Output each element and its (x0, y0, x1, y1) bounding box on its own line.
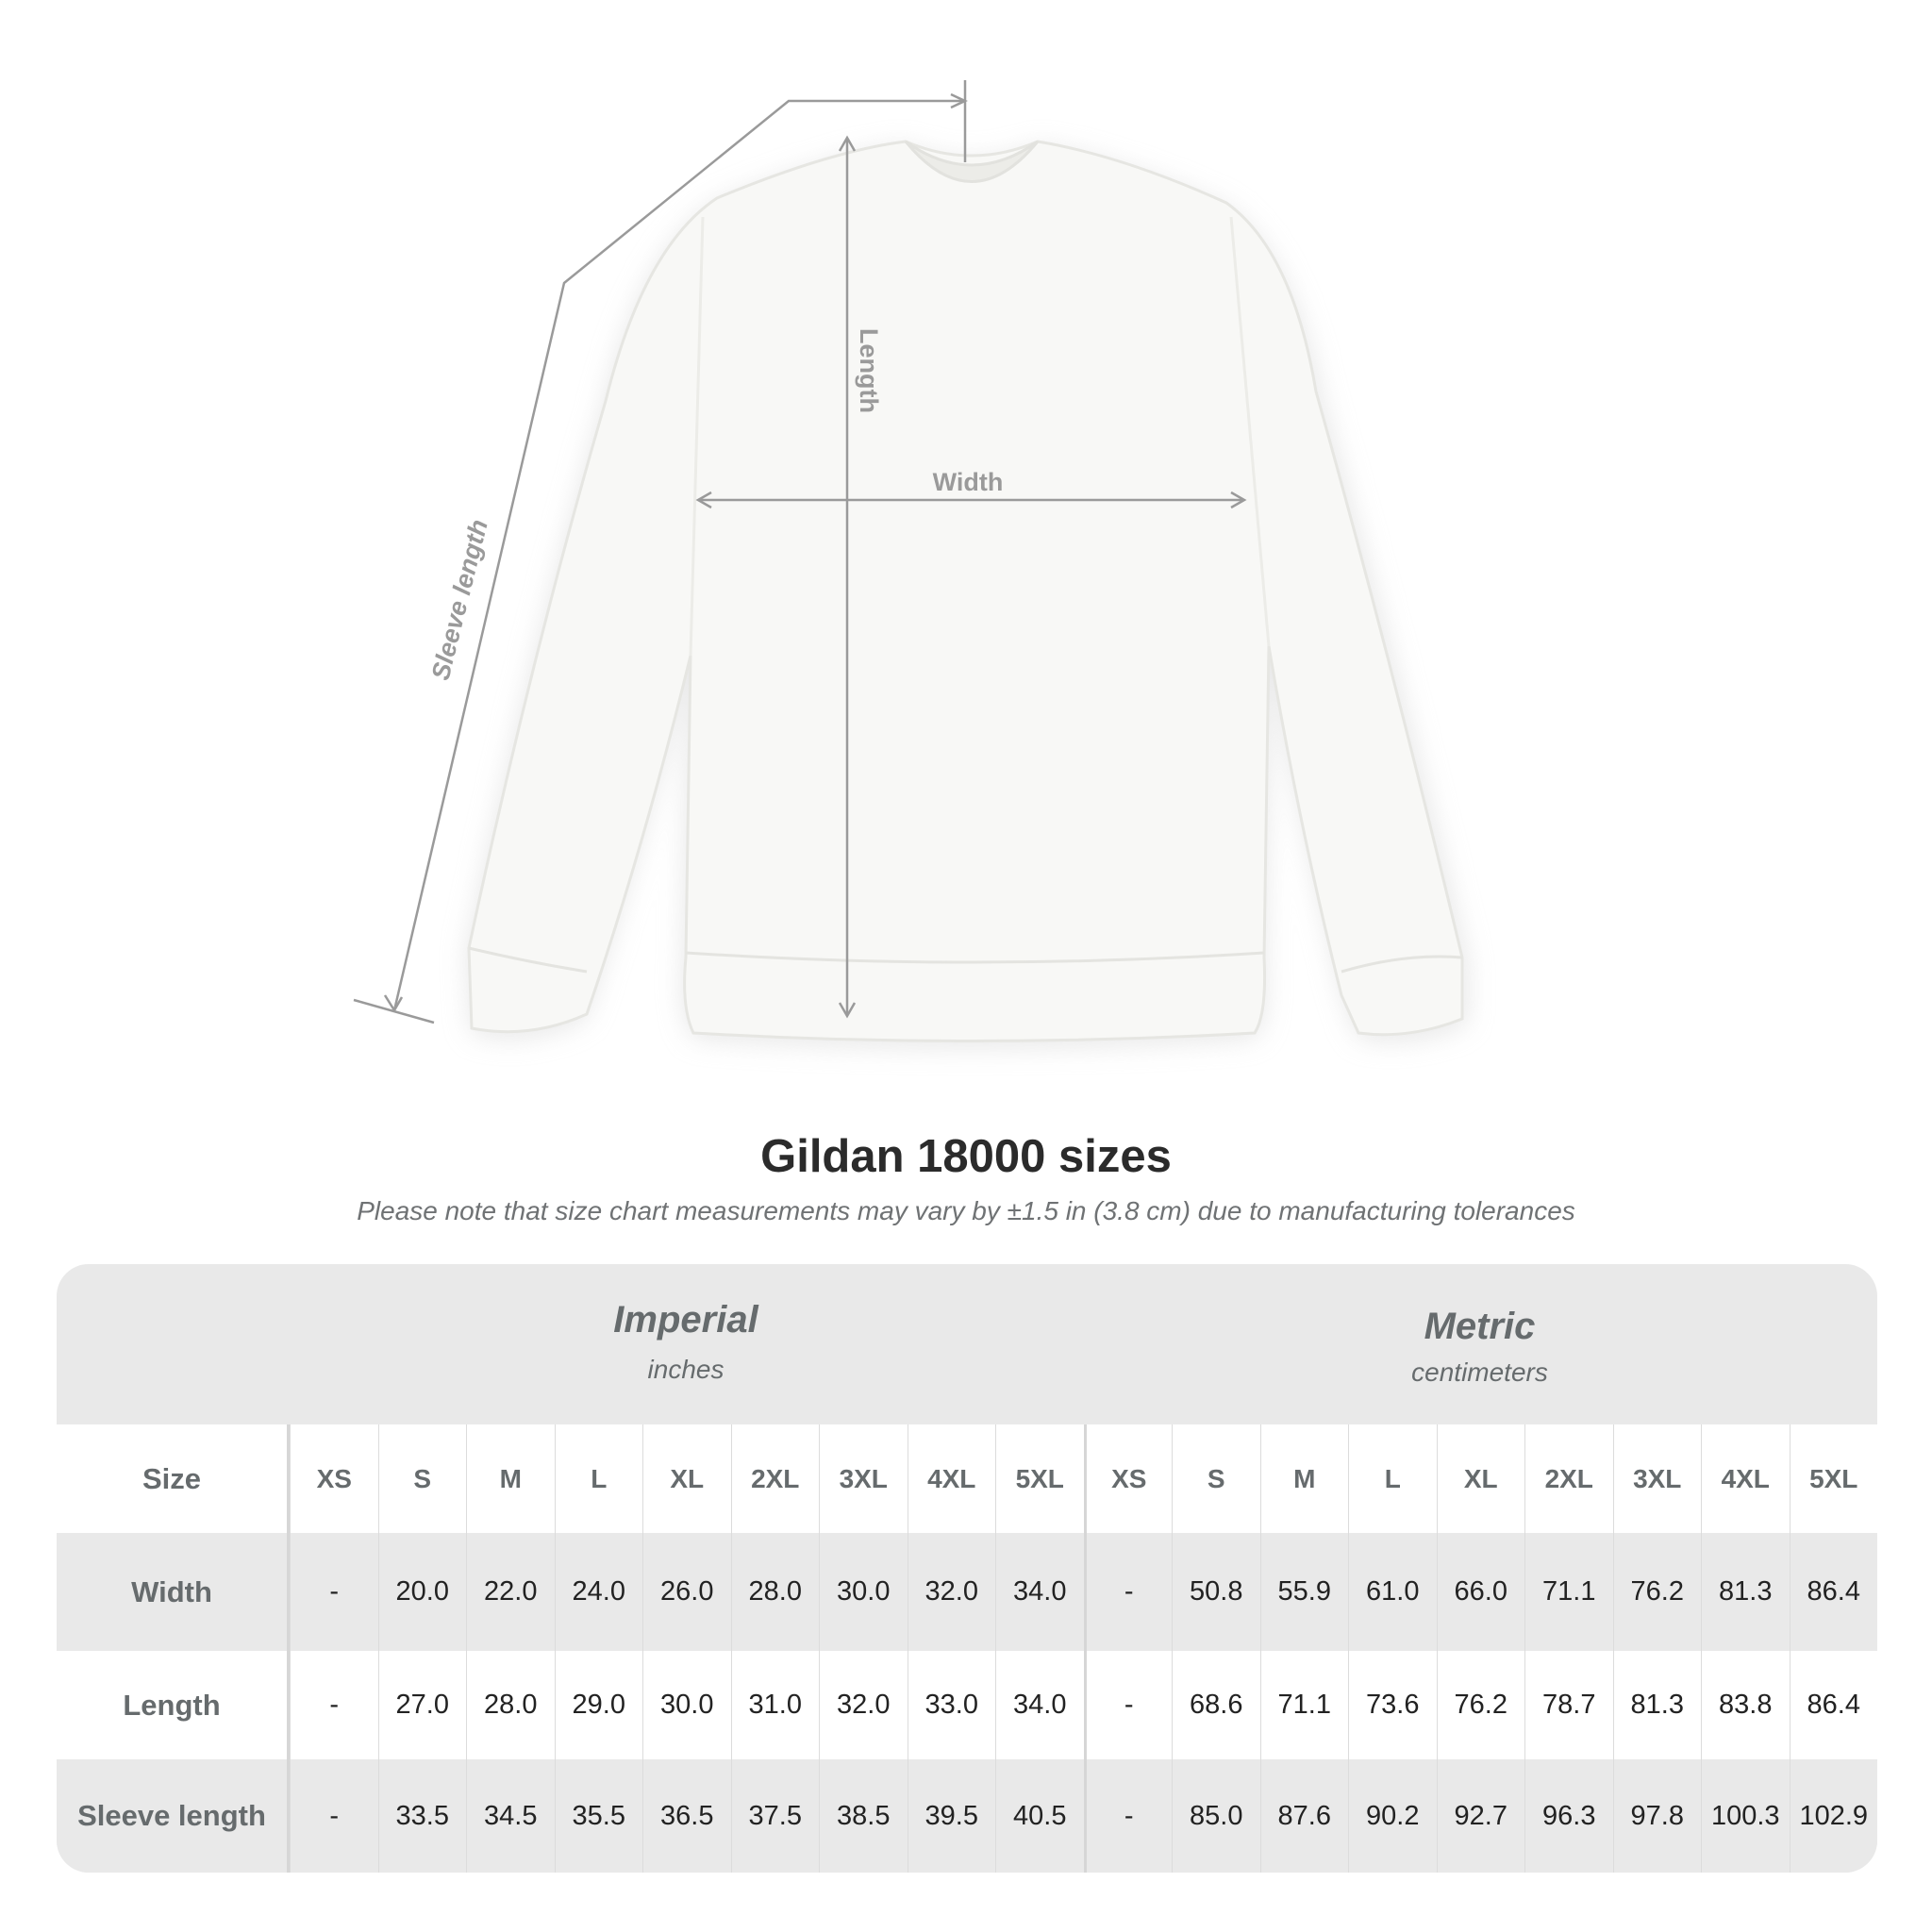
metric-value-cell: 86.4 (1789, 1533, 1878, 1651)
imperial-value-cell: 34.5 (466, 1759, 555, 1873)
metric-value-cell: 55.9 (1259, 1533, 1349, 1651)
metric-value-cell: 78.7 (1524, 1651, 1613, 1759)
metric-value-cell: 92.7 (1436, 1759, 1525, 1873)
table-row: Length -27.0 28.0 29.0 30.0 31.0 32.0 33.0 34.0-… (57, 1651, 1877, 1759)
size-header-cell: S (1172, 1424, 1260, 1533)
size-header-cell: L (554, 1424, 643, 1533)
metric-value-cell: - (1083, 1759, 1173, 1873)
size-header-cell: 5XL (1789, 1424, 1878, 1533)
imperial-value-cell: 28.0 (466, 1651, 555, 1759)
imperial-value-cell: 30.0 (642, 1651, 731, 1759)
metric-value-cell: 76.2 (1436, 1651, 1525, 1759)
imperial-value-cell: 20.0 (377, 1533, 467, 1651)
size-header-cell: 3XL (819, 1424, 908, 1533)
row-label: Width (57, 1533, 290, 1651)
metric-value-cell: 81.3 (1701, 1533, 1790, 1651)
imperial-value-cell: 24.0 (554, 1533, 643, 1651)
metric-value-cell: 61.0 (1348, 1533, 1437, 1651)
metric-value-cell: 83.8 (1701, 1651, 1790, 1759)
size-header-cell: XS (290, 1424, 378, 1533)
size-table: Imperial inches Metric centimeters Size X… (57, 1264, 1877, 1873)
imperial-value-cell: - (290, 1651, 378, 1759)
imperial-value-cell: 33.5 (377, 1759, 467, 1873)
size-header-cell: 3XL (1612, 1424, 1702, 1533)
imperial-value-cell: 29.0 (554, 1651, 643, 1759)
size-header-cell: XL (642, 1424, 731, 1533)
metric-value-cell: - (1083, 1533, 1173, 1651)
imperial-value-cell: 33.0 (907, 1651, 996, 1759)
imperial-unit: inches (647, 1355, 724, 1384)
imperial-value-cell: 31.0 (730, 1651, 820, 1759)
metric-value-cell: 73.6 (1348, 1651, 1437, 1759)
metric-value-cell: 96.3 (1524, 1759, 1613, 1873)
imperial-value-cell: 26.0 (642, 1533, 731, 1651)
imperial-value-cell: - (290, 1759, 378, 1873)
imperial-value-cell: 38.5 (819, 1759, 908, 1873)
metric-header: Metric centimeters (1082, 1264, 1877, 1424)
metric-value-cell: 97.8 (1612, 1759, 1702, 1873)
sleeve-length-measure-line (353, 80, 968, 1024)
metric-value-cell: 86.4 (1789, 1651, 1878, 1759)
sleeve-length-label: Sleeve length (426, 517, 493, 683)
metric-value-cell: 68.6 (1172, 1651, 1260, 1759)
imperial-value-cell: 40.5 (995, 1759, 1084, 1873)
row-label: Length (57, 1651, 290, 1759)
imperial-value-cell: 36.5 (642, 1759, 731, 1873)
metric-value-cell: 81.3 (1612, 1651, 1702, 1759)
metric-value-cell: 50.8 (1172, 1533, 1260, 1651)
size-header-cell: 5XL (995, 1424, 1084, 1533)
imperial-header: Imperial inches (290, 1264, 1082, 1424)
imperial-value-cell: - (290, 1533, 378, 1651)
row-label: Size (57, 1424, 290, 1533)
width-label: Width (933, 468, 1004, 496)
imperial-value-cell: 32.0 (907, 1533, 996, 1651)
metric-value-cell: 66.0 (1436, 1533, 1525, 1651)
chart-title: Gildan 18000 sizes (760, 1131, 1172, 1182)
table-row: Sleeve length -33.5 34.5 35.5 36.5 37.5 38.5 39… (57, 1759, 1877, 1873)
length-label: Length (855, 328, 883, 413)
metric-value-cell: 85.0 (1172, 1759, 1260, 1873)
imperial-value-cell: 39.5 (907, 1759, 996, 1873)
imperial-value-cell: 30.0 (819, 1533, 908, 1651)
imperial-value-cell: 34.0 (995, 1651, 1084, 1759)
size-header-cell: L (1348, 1424, 1437, 1533)
metric-value-cell: 71.1 (1524, 1533, 1613, 1651)
width-measure-line (695, 491, 1247, 509)
length-measure-line (838, 135, 857, 1019)
size-header-cell: S (377, 1424, 467, 1533)
size-header-cell: M (466, 1424, 555, 1533)
size-header-cell: 4XL (1701, 1424, 1790, 1533)
metric-value-cell: 100.3 (1701, 1759, 1790, 1873)
metric-value-cell: 87.6 (1259, 1759, 1349, 1873)
imperial-label: Imperial (613, 1299, 758, 1341)
sweatshirt-measurement-diagram: Length Width Sleeve length (353, 80, 1467, 1047)
imperial-value-cell: 35.5 (554, 1759, 643, 1873)
metric-unit: centimeters (1411, 1357, 1548, 1387)
metric-value-cell: - (1083, 1651, 1173, 1759)
metric-value-cell: 90.2 (1348, 1759, 1437, 1873)
imperial-value-cell: 28.0 (730, 1533, 820, 1651)
size-header-cell: XS (1083, 1424, 1173, 1533)
metric-value-cell: 76.2 (1612, 1533, 1702, 1651)
size-header-cell: 2XL (730, 1424, 820, 1533)
tolerance-note: Please note that size chart measurements… (357, 1196, 1575, 1225)
metric-value-cell: 71.1 (1259, 1651, 1349, 1759)
imperial-value-cell: 27.0 (377, 1651, 467, 1759)
size-header-cell: 4XL (907, 1424, 996, 1533)
imperial-value-cell: 32.0 (819, 1651, 908, 1759)
size-header-row: Size XS S M L XL 2XL 3XL 4XL 5XL XS S M L XL 2XL 3XL 4XL 5… (57, 1424, 1877, 1533)
metric-label: Metric (1424, 1306, 1536, 1347)
size-header-cell: 2XL (1524, 1424, 1613, 1533)
imperial-value-cell: 34.0 (995, 1533, 1084, 1651)
imperial-value-cell: 37.5 (730, 1759, 820, 1873)
row-label: Sleeve length (57, 1759, 290, 1873)
sweatshirt-image (467, 140, 1467, 1047)
table-row: Width -20.0 22.0 24.0 26.0 28.0 30.0 32.0 34.0-5… (57, 1533, 1877, 1651)
imperial-value-cell: 22.0 (466, 1533, 555, 1651)
metric-value-cell: 102.9 (1789, 1759, 1878, 1873)
size-header-cell: XL (1436, 1424, 1525, 1533)
size-header-cell: M (1259, 1424, 1349, 1533)
